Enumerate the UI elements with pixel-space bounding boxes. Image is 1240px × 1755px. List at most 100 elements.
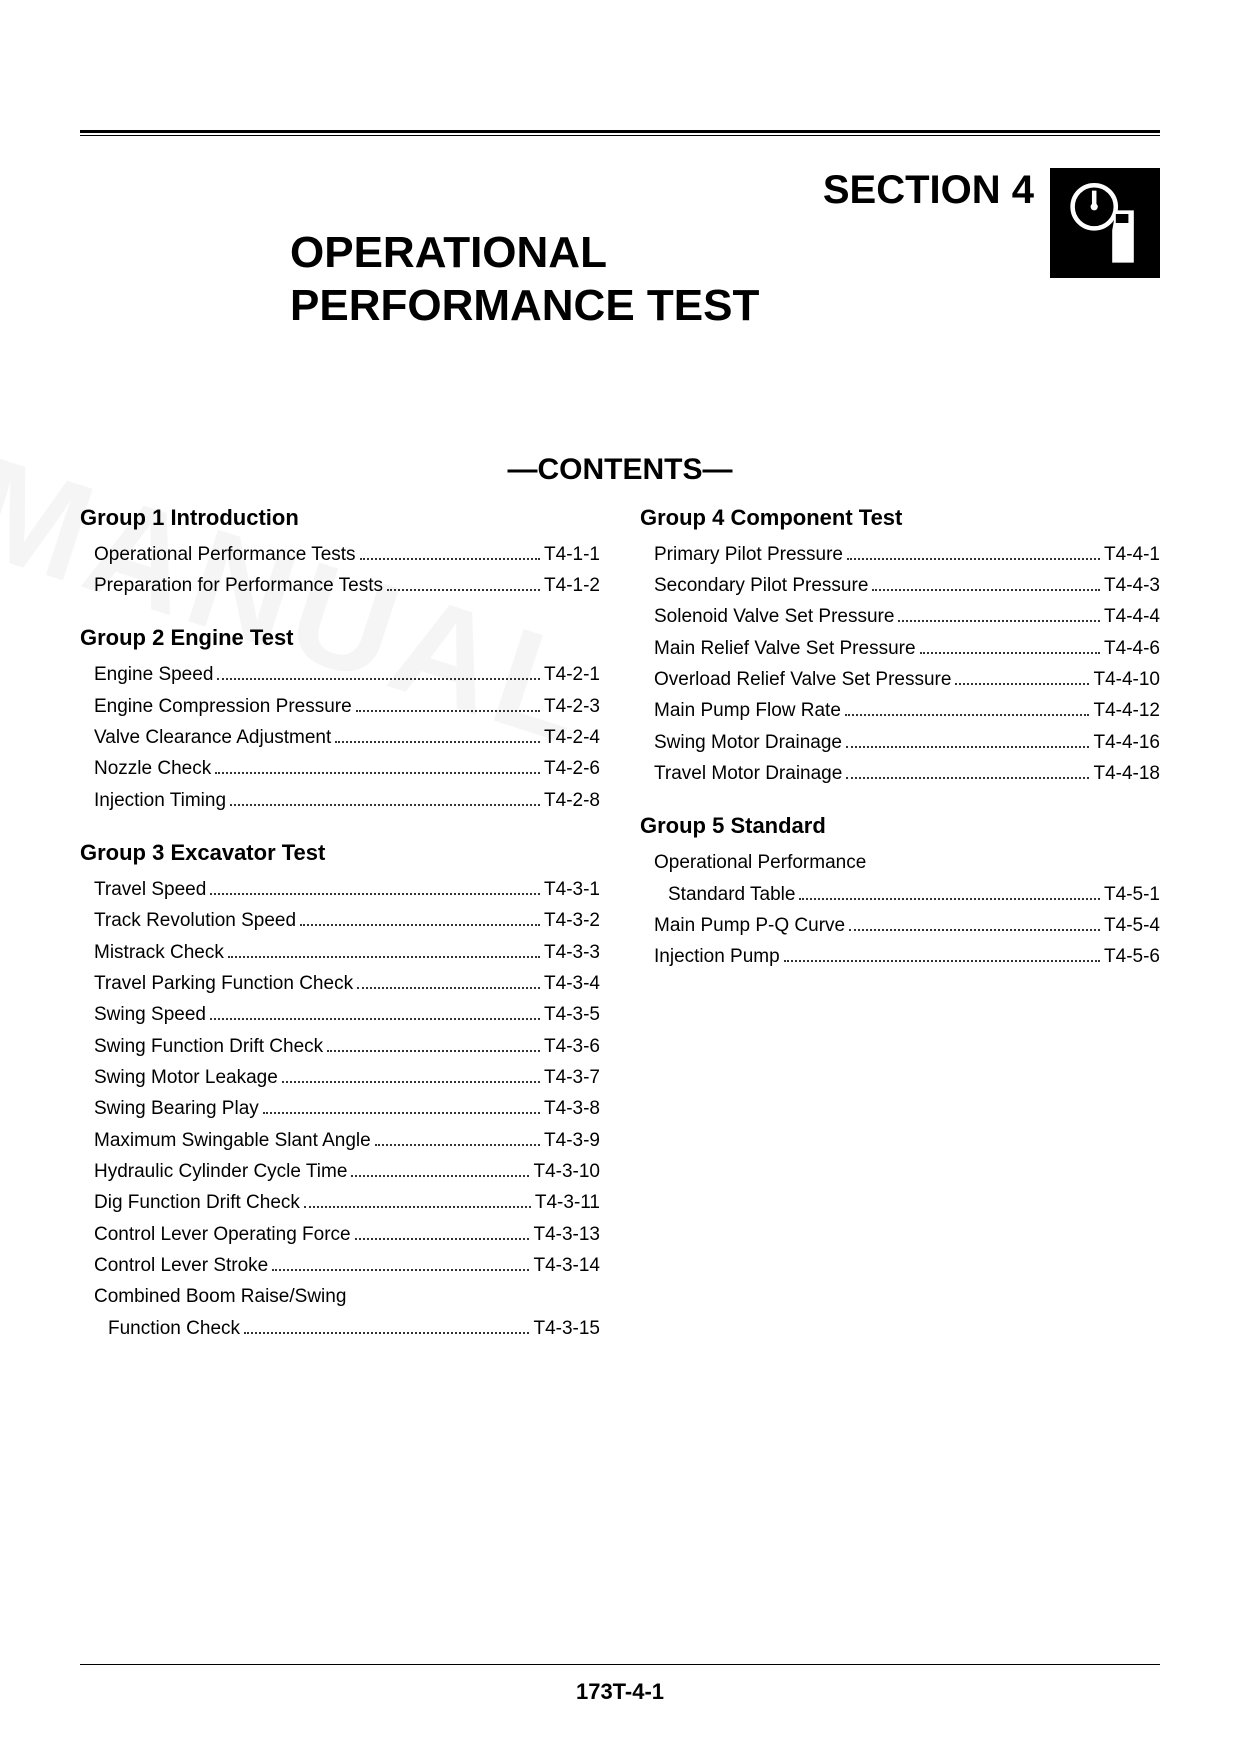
toc-page-ref: T4-3-13 bbox=[533, 1219, 600, 1250]
toc-entry-continuation: Standard Table T4-5-1 bbox=[640, 879, 1160, 910]
toc-leader-dots bbox=[920, 652, 1100, 654]
toc-label: Travel Speed bbox=[94, 874, 206, 905]
toc-page-ref: T4-3-5 bbox=[544, 999, 600, 1030]
toc-page-ref: T4-4-18 bbox=[1093, 758, 1160, 789]
toc-leader-dots bbox=[799, 898, 1100, 900]
toc-label: Injection Pump bbox=[654, 941, 780, 972]
toc-leader-dots bbox=[244, 1332, 529, 1334]
toc-label: Control Lever Operating Force bbox=[94, 1219, 351, 1250]
toc-label: Swing Motor Leakage bbox=[94, 1062, 278, 1093]
toc-leader-dots bbox=[375, 1144, 540, 1146]
toc-page-ref: T4-4-4 bbox=[1104, 601, 1160, 632]
toc-page-ref: T4-3-15 bbox=[533, 1313, 600, 1344]
toc-label: Valve Clearance Adjustment bbox=[94, 722, 331, 753]
toc-leader-dots bbox=[360, 558, 540, 560]
toc-leader-dots bbox=[335, 741, 540, 743]
toc-label: Travel Parking Function Check bbox=[94, 968, 353, 999]
toc-entry: Injection PumpT4-5-6 bbox=[640, 941, 1160, 972]
toc-leader-dots bbox=[847, 558, 1100, 560]
section-label: SECTION 4 bbox=[290, 168, 1050, 213]
toc-entry: Travel Motor DrainageT4-4-18 bbox=[640, 758, 1160, 789]
toc-label: Operational Performance bbox=[654, 847, 866, 878]
toc-page-ref: T4-3-11 bbox=[535, 1187, 600, 1218]
toc-entry: Travel Speed T4-3-1 bbox=[80, 874, 600, 905]
toc-entry: Operational Performance bbox=[640, 847, 1160, 878]
toc-page-ref: T4-4-10 bbox=[1093, 664, 1160, 695]
toc-leader-dots bbox=[872, 589, 1100, 591]
toc-leader-dots bbox=[282, 1081, 540, 1083]
toc-page-ref: T4-2-8 bbox=[544, 785, 600, 816]
toc-leader-dots bbox=[217, 678, 540, 680]
toc-entry: Secondary Pilot PressureT4-4-3 bbox=[640, 570, 1160, 601]
group-title: Group 4 Component Test bbox=[640, 505, 1160, 531]
title-line-1: OPERATIONAL bbox=[290, 228, 607, 277]
toc-leader-dots bbox=[304, 1206, 531, 1208]
toc-label: Main Pump Flow Rate bbox=[654, 695, 841, 726]
toc-page-ref: T4-3-1 bbox=[544, 874, 600, 905]
toc-label: Swing Motor Drainage bbox=[654, 727, 842, 758]
toc-page-ref: T4-3-9 bbox=[544, 1125, 600, 1156]
toc-leader-dots bbox=[846, 746, 1089, 748]
toc-leader-dots bbox=[849, 929, 1100, 931]
toc-page-ref: T4-4-6 bbox=[1104, 633, 1160, 664]
toc-label: Combined Boom Raise/Swing bbox=[94, 1281, 346, 1312]
right-column: Group 4 Component Test Primary Pilot Pres… bbox=[640, 505, 1160, 1345]
toc-entry: Swing Motor Drainage T4-4-16 bbox=[640, 727, 1160, 758]
toc-label: Standard Table bbox=[654, 879, 795, 910]
toc-label: Solenoid Valve Set Pressure bbox=[654, 601, 894, 632]
toc-page-ref: T4-2-6 bbox=[544, 753, 600, 784]
group-title: Group 3 Excavator Test bbox=[80, 840, 600, 866]
toc-entry: Swing Function Drift CheckT4-3-6 bbox=[80, 1031, 600, 1062]
toc-label: Maximum Swingable Slant Angle bbox=[94, 1125, 371, 1156]
toc-entry: Travel Parking Function CheckT4-3-4 bbox=[80, 968, 600, 999]
toc-label: Nozzle Check bbox=[94, 753, 211, 784]
toc-label: Operational Performance Tests bbox=[94, 539, 356, 570]
toc-page-ref: T4-1-1 bbox=[544, 539, 600, 570]
toc-entry: Valve Clearance AdjustmentT4-2-4 bbox=[80, 722, 600, 753]
toc-leader-dots bbox=[327, 1050, 540, 1052]
toc-page-ref: T4-3-7 bbox=[544, 1062, 600, 1093]
toc-page-ref: T4-3-3 bbox=[544, 937, 600, 968]
toc-entry: Mistrack CheckT4-3-3 bbox=[80, 937, 600, 968]
toc-entry: Control Lever Operating Force T4-3-13 bbox=[80, 1219, 600, 1250]
toc-leader-dots bbox=[300, 924, 540, 926]
title-block: SECTION 4 OPERATIONAL PERFORMANCE TEST bbox=[80, 168, 1050, 333]
toc-leader-dots bbox=[215, 772, 540, 774]
toc-label: Track Revolution Speed bbox=[94, 905, 296, 936]
toc-label: Overload Relief Valve Set Pressure bbox=[654, 664, 951, 695]
toc-entry: Primary Pilot Pressure T4-4-1 bbox=[640, 539, 1160, 570]
toc-entry: Solenoid Valve Set Pressure T4-4-4 bbox=[640, 601, 1160, 632]
left-column: Group 1 IntroductionOperational Performa… bbox=[80, 505, 600, 1345]
toc-label: Preparation for Performance Tests bbox=[94, 570, 383, 601]
toc-leader-dots bbox=[230, 804, 540, 806]
toc-leader-dots bbox=[898, 620, 1100, 622]
toc-label: Swing Speed bbox=[94, 999, 206, 1030]
toc-page-ref: T4-2-3 bbox=[544, 691, 600, 722]
toc-page-ref: T4-5-4 bbox=[1104, 910, 1160, 941]
toc-leader-dots bbox=[228, 956, 540, 958]
toc-page-ref: T4-3-10 bbox=[533, 1156, 600, 1187]
toc-page-ref: T4-5-1 bbox=[1104, 879, 1160, 910]
contents-heading: —CONTENTS— bbox=[80, 453, 1160, 487]
main-title: OPERATIONAL PERFORMANCE TEST bbox=[290, 227, 1050, 333]
toc-label: Engine Compression Pressure bbox=[94, 691, 352, 722]
toc-label: Main Relief Valve Set Pressure bbox=[654, 633, 916, 664]
title-line-2: PERFORMANCE TEST bbox=[290, 281, 759, 330]
toc-label: Primary Pilot Pressure bbox=[654, 539, 843, 570]
toc-entry: Engine SpeedT4-2-1 bbox=[80, 659, 600, 690]
toc-page-ref: T4-4-1 bbox=[1104, 539, 1160, 570]
toc-leader-dots bbox=[356, 710, 540, 712]
toc-page-ref: T4-2-1 bbox=[544, 659, 600, 690]
toc-leader-dots bbox=[846, 777, 1089, 779]
toc-page-ref: T4-4-3 bbox=[1104, 570, 1160, 601]
toc-entry: Swing Speed T4-3-5 bbox=[80, 999, 600, 1030]
toc-leader-dots bbox=[351, 1175, 529, 1177]
toc-label: Function Check bbox=[94, 1313, 240, 1344]
toc-leader-dots bbox=[210, 893, 540, 895]
toc-page-ref: T4-3-14 bbox=[533, 1250, 600, 1281]
toc-page-ref: T4-3-2 bbox=[544, 905, 600, 936]
group-title: Group 2 Engine Test bbox=[80, 625, 600, 651]
toc-label: Swing Function Drift Check bbox=[94, 1031, 323, 1062]
toc-page-ref: T4-4-16 bbox=[1093, 727, 1160, 758]
toc-leader-dots bbox=[263, 1112, 540, 1114]
